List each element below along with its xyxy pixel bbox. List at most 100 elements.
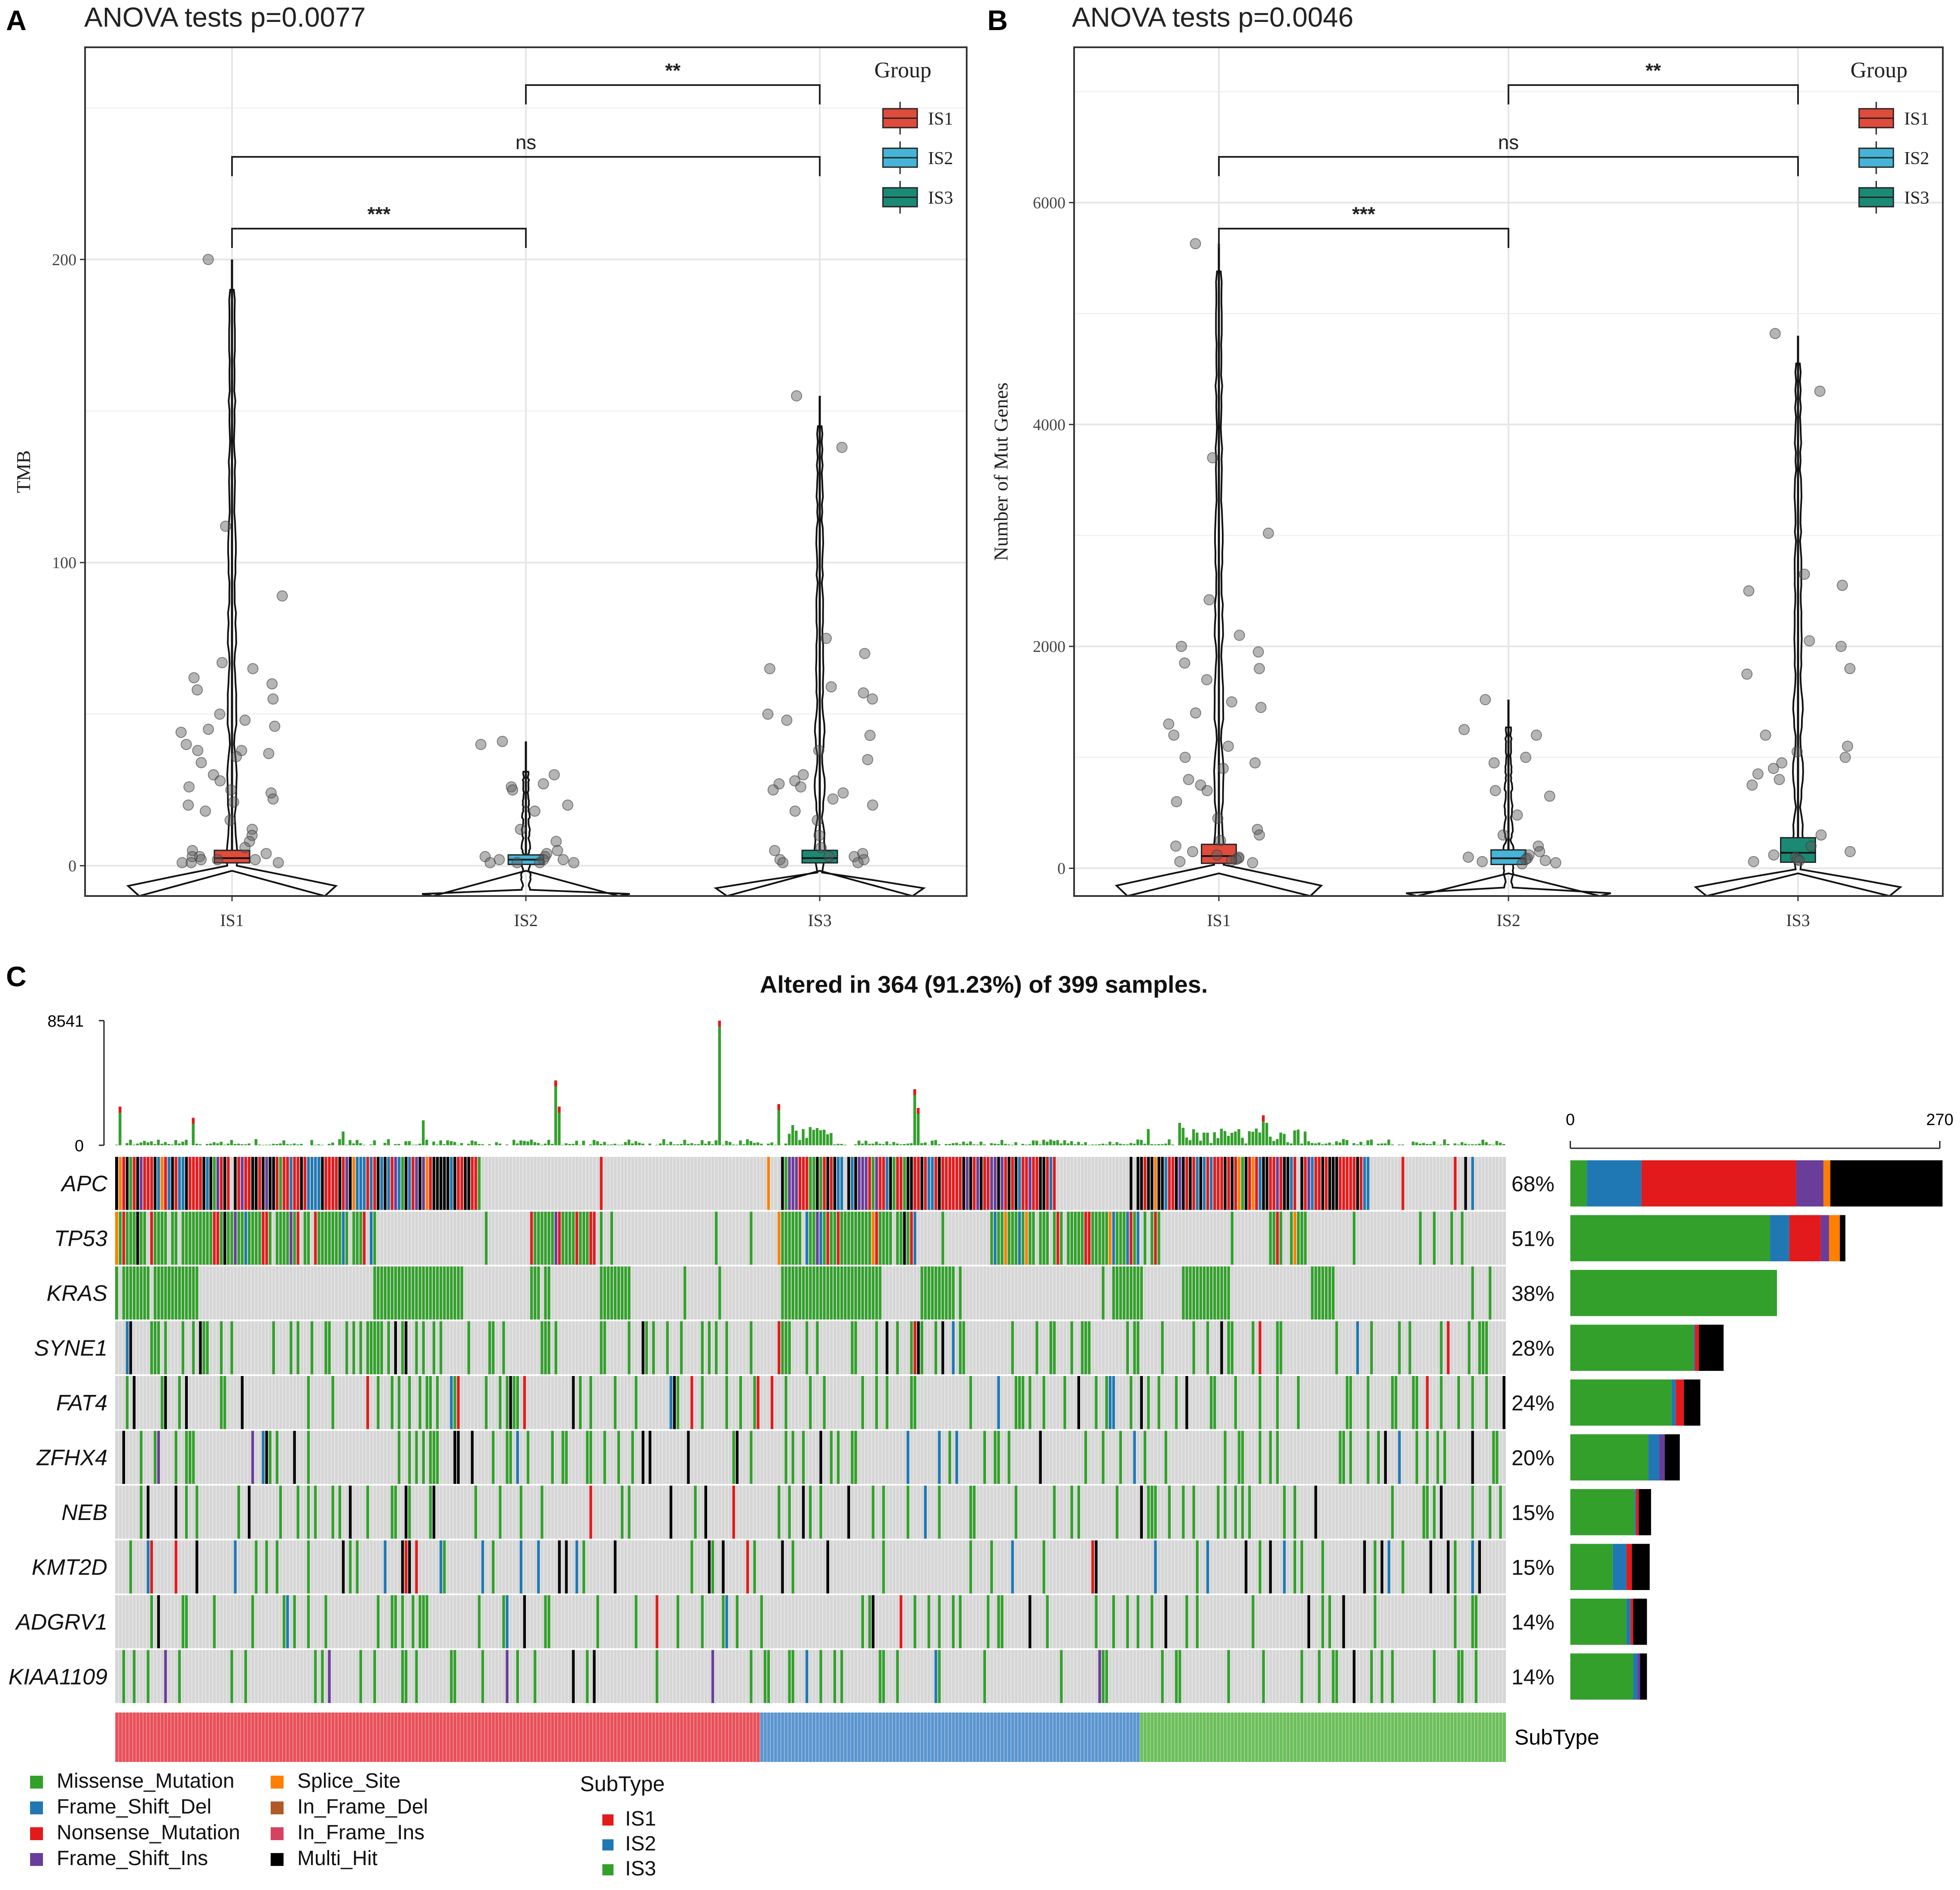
- mutation-cell: [488, 1321, 491, 1374]
- mutation-cell: [700, 1595, 704, 1648]
- mutation-cell: [1035, 1321, 1038, 1374]
- mutation-cell: [481, 1540, 484, 1593]
- mutation-cell: [119, 1211, 122, 1265]
- mutation-cell: [878, 1157, 882, 1210]
- mutation-cell: [439, 1321, 443, 1374]
- mutation-cell: [1269, 1431, 1272, 1484]
- mutation-cell: [983, 1650, 986, 1703]
- mutation-cell: [948, 1431, 951, 1484]
- tmb-bar: [1063, 1140, 1066, 1145]
- mutation-cell: [673, 1376, 676, 1429]
- mutation-cell: [404, 1486, 408, 1539]
- freq-bar-segment: [1820, 1215, 1829, 1261]
- mutation-cell: [1335, 1650, 1338, 1703]
- mutation-cell: [415, 1266, 418, 1320]
- mutation-cell: [136, 1157, 139, 1210]
- mutation-cell: [115, 1266, 118, 1320]
- mutation-cell: [1081, 1211, 1084, 1265]
- mutation-cell: [1269, 1211, 1272, 1265]
- gene-row-background: [115, 1431, 1506, 1484]
- data-point: [1207, 452, 1218, 464]
- significance-bracket: [231, 156, 821, 176]
- tmb-bar: [906, 1144, 910, 1145]
- tmb-bar: [784, 1143, 788, 1145]
- mutation-cell: [1105, 1376, 1108, 1429]
- tmb-bar: [331, 1142, 334, 1145]
- tmb-bar: [711, 1144, 714, 1145]
- mutation-cell: [1059, 1211, 1063, 1265]
- tmb-bar: [1300, 1144, 1303, 1145]
- mutation-cell: [401, 1157, 404, 1210]
- data-point: [1249, 757, 1261, 769]
- mutation-cell: [1199, 1157, 1202, 1210]
- mutation-cell: [324, 1595, 327, 1648]
- tmb-bar: [858, 1141, 861, 1145]
- mutation-cell: [404, 1321, 408, 1374]
- tmb-bar: [160, 1144, 163, 1145]
- mutation-cell: [1094, 1540, 1098, 1593]
- mutation-cell: [324, 1157, 327, 1210]
- mutation-cell: [1307, 1157, 1310, 1210]
- tmb-bar: [1401, 1144, 1404, 1145]
- tmb-bar: [439, 1140, 442, 1145]
- mutation-cell: [878, 1211, 882, 1265]
- plot-title: ANOVA tests p=0.0046: [1072, 2, 1353, 33]
- mutation-cell: [1070, 1211, 1073, 1265]
- tmb-bar: [1471, 1144, 1474, 1145]
- mutation-cell: [1136, 1595, 1139, 1648]
- mutation-cell: [1373, 1595, 1377, 1648]
- mutation-cell: [634, 1595, 638, 1648]
- mutation-cell: [132, 1650, 136, 1703]
- data-point: [537, 778, 549, 790]
- mutation-cell: [150, 1540, 153, 1593]
- mutation-cell: [342, 1540, 345, 1593]
- mutation-cell: [307, 1431, 310, 1484]
- mutation-cell: [997, 1157, 1000, 1210]
- mutation-cell: [533, 1650, 537, 1703]
- mutation-cell: [122, 1211, 125, 1265]
- mutation-cell: [192, 1157, 195, 1210]
- mutation-cell: [1349, 1157, 1352, 1210]
- mutation-cell: [547, 1321, 550, 1374]
- mutation-cell: [1108, 1211, 1112, 1265]
- mutation-cell: [875, 1211, 878, 1265]
- mutation-cell: [1356, 1321, 1359, 1374]
- data-point: [507, 784, 519, 796]
- freq-bar-segment: [1659, 1434, 1665, 1480]
- data-point: [859, 648, 870, 659]
- mutation-cell: [254, 1211, 258, 1265]
- tmb-bar: [638, 1143, 641, 1145]
- mutation-cell: [192, 1266, 195, 1320]
- tmb-bar: [1335, 1141, 1338, 1145]
- data-point: [541, 848, 553, 859]
- mutation-cell: [436, 1376, 439, 1429]
- mutation-cell: [1356, 1157, 1359, 1210]
- tmb-bar: [408, 1141, 411, 1145]
- mutation-cell: [1300, 1540, 1304, 1593]
- mutation-cell: [603, 1431, 606, 1484]
- mutation-cell: [181, 1595, 185, 1648]
- tmb-bar-nonsense: [558, 1107, 561, 1113]
- mutation-cell: [1105, 1211, 1108, 1265]
- mutation-cell: [1021, 1211, 1025, 1265]
- tmb-bar: [519, 1140, 522, 1145]
- mutation-cell: [986, 1595, 990, 1648]
- gene-label: FAT4: [56, 1391, 107, 1416]
- mutation-cell: [1112, 1376, 1115, 1429]
- mutation-cell: [1241, 1431, 1244, 1484]
- oncoplot-title: Altered in 364 (91.23%) of 399 samples.: [760, 971, 1208, 998]
- mutation-cell: [1195, 1157, 1199, 1210]
- data-point: [1516, 858, 1528, 870]
- mutation-cell: [1471, 1157, 1474, 1210]
- box-iqr: [214, 850, 250, 864]
- mutation-cell: [157, 1211, 160, 1265]
- mutation-cell: [543, 1321, 547, 1374]
- mutation-cell: [139, 1157, 143, 1210]
- mutation-cell: [1140, 1157, 1143, 1210]
- data-point: [1769, 328, 1781, 339]
- legend-label: IS1: [1904, 109, 1929, 129]
- mutation-cell: [1213, 1266, 1216, 1320]
- mutation-cell: [1398, 1321, 1401, 1374]
- mutation-cell: [1164, 1431, 1167, 1484]
- tmb-bar: [997, 1144, 1000, 1145]
